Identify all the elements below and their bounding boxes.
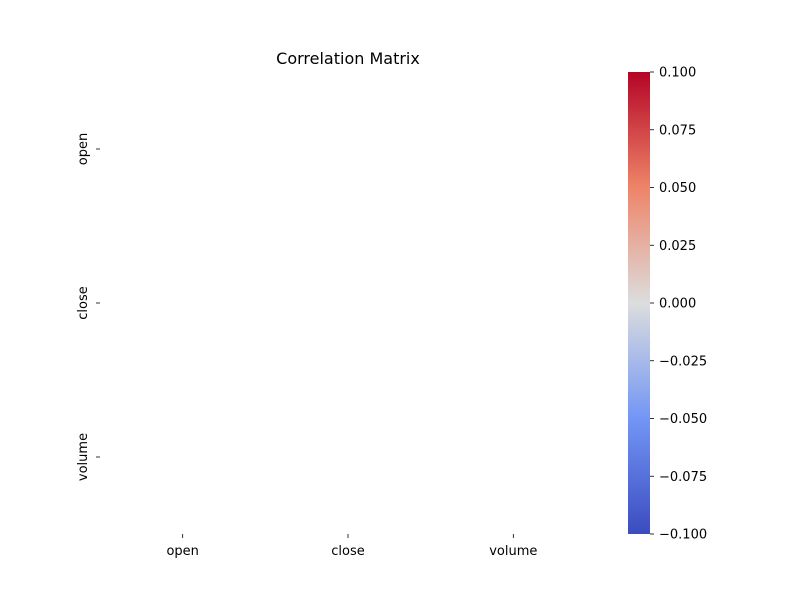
heatmap-cell [265,72,430,226]
x-tick-label: open [166,544,198,559]
chart-title: Correlation Matrix [276,49,420,68]
colorbar-tick-label: −0.050 [659,412,707,427]
heatmap-cell [265,226,430,380]
y-axis: open close volume [76,133,100,481]
heatmap-cell [431,380,596,534]
colorbar-tick-label: 0.050 [659,181,696,196]
heatmap-area [100,72,596,534]
colorbar: 0.100 0.075 0.050 0.025 0.000 −0.025 −0.050 −0.… [628,66,707,543]
colorbar-gradient [628,72,650,534]
colorbar-tick-label: 0.025 [659,239,696,254]
colorbar-tick-label: 0.100 [659,66,696,81]
heatmap-cell [431,226,596,380]
colorbar-tick-label: 0.000 [659,297,696,312]
colorbar-tick-label: −0.075 [659,470,707,485]
heatmap-cell [100,380,265,534]
y-tick-label: close [76,286,91,319]
colorbar-tick-label: −0.025 [659,354,707,369]
heatmap-cell [100,72,265,226]
x-axis: open close volume [166,534,537,559]
x-tick-label: volume [489,544,537,559]
y-tick-label: open [76,133,91,165]
heatmap-cell [265,380,430,534]
y-tick-label: volume [76,433,91,481]
heatmap-cell [100,226,265,380]
x-tick-label: close [331,544,364,559]
colorbar-tick-label: 0.075 [659,123,696,138]
heatmap-cell [431,72,596,226]
colorbar-tick-label: −0.100 [659,528,707,543]
